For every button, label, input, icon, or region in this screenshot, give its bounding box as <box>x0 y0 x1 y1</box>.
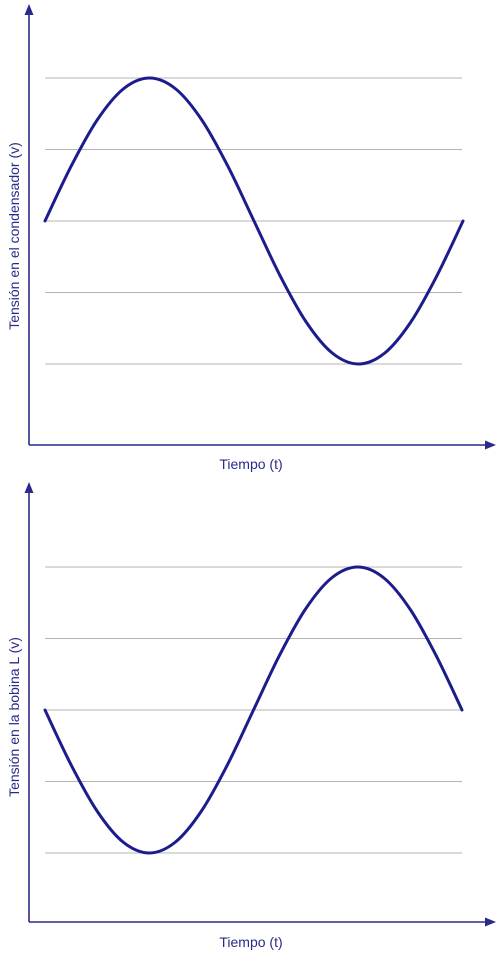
y-axis-arrow <box>24 482 34 493</box>
gridlines <box>45 566 462 854</box>
series-line <box>43 76 465 366</box>
x-axis-title: Tiempo (t) <box>219 456 282 472</box>
chart-inductor-voltage: Tiempo (t) Tensión en la bobina L (v) <box>6 482 496 950</box>
series-line <box>43 565 464 855</box>
chart-capacitor-voltage: Tiempo (t) Tensión en el condensador (v) <box>6 4 496 472</box>
y-axis-title: Tensión en la bobina L (v) <box>6 637 22 797</box>
x-axis-arrow <box>485 440 496 450</box>
y-axis-arrow <box>24 4 34 15</box>
x-axis-arrow <box>485 917 496 927</box>
x-axis-title: Tiempo (t) <box>219 934 282 950</box>
y-axis-title: Tensión en el condensador (v) <box>6 142 22 330</box>
